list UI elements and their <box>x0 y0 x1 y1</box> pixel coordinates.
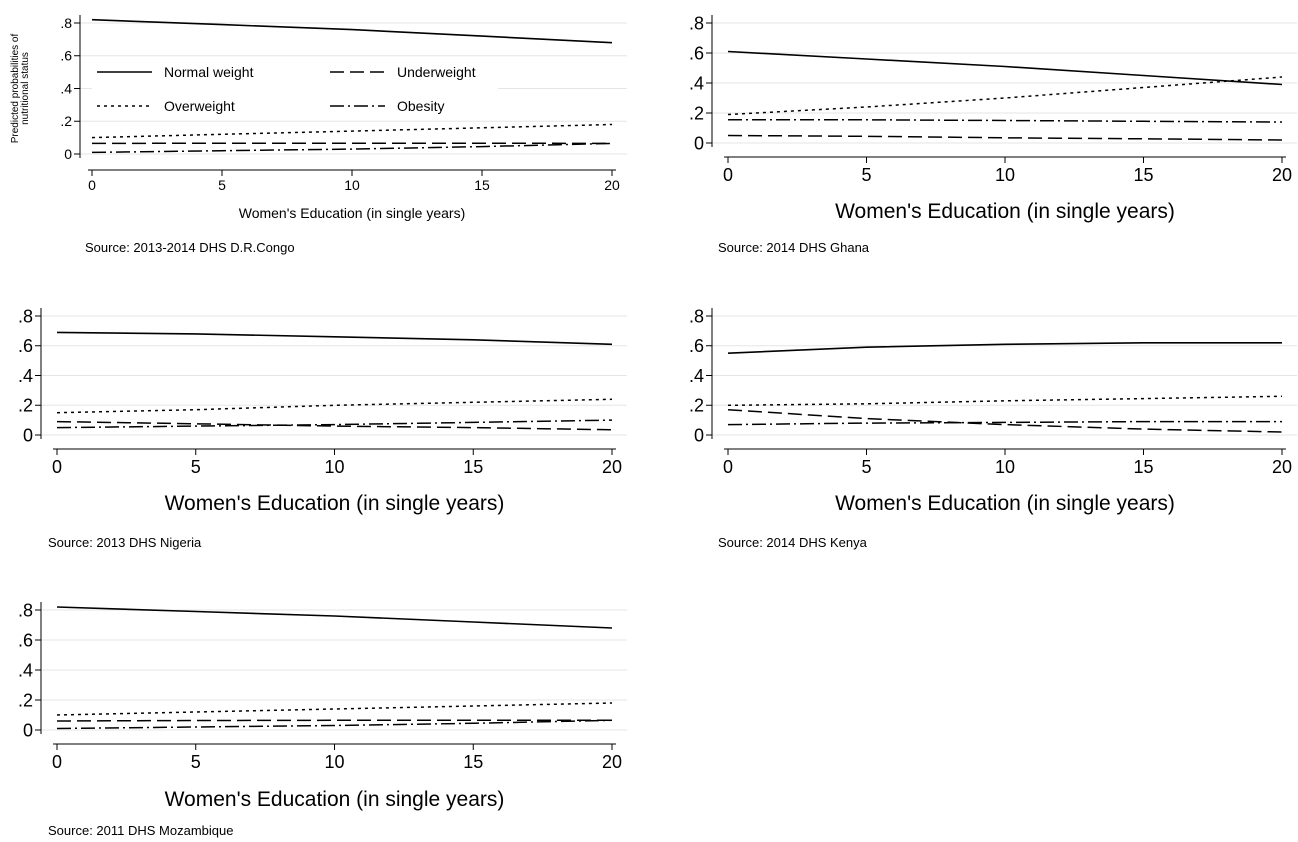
source-note: Source: 2013 DHS Nigeria <box>48 535 202 550</box>
x-tick-label: 0 <box>52 457 62 477</box>
series-line-normal-weight <box>727 341 1282 354</box>
source-note: Source: 2014 DHS Kenya <box>718 535 868 550</box>
y-tick-label: .2 <box>60 113 72 129</box>
y-tick-label: .8 <box>60 15 72 31</box>
chart-panel-3: 0 .2 .4 .6 .8 0 5 10 15 20 Women's Education (in s… <box>18 306 627 550</box>
y-tick-label: .4 <box>60 80 72 96</box>
series-line-overweight <box>56 398 613 414</box>
x-tick-label: 10 <box>324 752 344 772</box>
source-note: Source: 2011 DHS Mozambique <box>48 823 233 838</box>
series-line-overweight <box>727 76 1283 116</box>
y-tick-label: .4 <box>18 366 33 386</box>
y-tick-label: .6 <box>689 336 704 356</box>
legend-label: Obesity <box>397 98 444 114</box>
series-line-obesity <box>91 142 613 154</box>
series-line-overweight <box>56 702 613 716</box>
series-line-normal-weight <box>56 606 613 629</box>
y-tick-label: .8 <box>18 600 33 620</box>
x-tick-label: 20 <box>602 752 622 772</box>
x-tick-label: 5 <box>218 177 226 193</box>
y-tick-label: .6 <box>689 43 704 63</box>
x-axis-title: Women's Education (in single years) <box>835 492 1175 515</box>
y-tick-label: 0 <box>694 133 704 153</box>
series-line-overweight <box>91 123 613 139</box>
x-tick-label: 15 <box>463 457 483 477</box>
x-tick-label: 20 <box>1272 457 1292 477</box>
series-line-underweight <box>56 420 613 431</box>
x-tick-label: 15 <box>463 752 483 772</box>
x-tick-label: 15 <box>474 177 490 193</box>
series-line-obesity <box>56 419 613 429</box>
x-tick-label: 5 <box>861 457 871 477</box>
x-tick-label: 0 <box>52 752 62 772</box>
y-tick-label: .8 <box>18 306 33 326</box>
y-axis-title-line-2: nutritional status <box>20 52 31 125</box>
series-line-underweight <box>56 719 612 722</box>
x-tick-label: 20 <box>1272 165 1292 185</box>
x-tick-label: 0 <box>723 457 733 477</box>
y-tick-label: 0 <box>23 720 33 740</box>
source-note: Source: 2014 DHS Ghana <box>718 240 870 255</box>
source-note: Source: 2013-2014 DHS D.R.Congo <box>85 240 295 255</box>
y-tick-label: 0 <box>64 146 72 162</box>
y-axis-title-line-1: Predicted probabilities of <box>10 34 21 144</box>
x-tick-label: 10 <box>344 177 360 193</box>
y-tick-label: .6 <box>18 336 33 356</box>
y-tick-label: .4 <box>689 73 704 93</box>
x-tick-label: 0 <box>723 165 733 185</box>
x-axis-title: Women's Education (in single years) <box>239 205 466 221</box>
y-axis-title: Predicted probabilities ofnutritional st… <box>10 34 31 144</box>
series-line-obesity <box>728 119 1283 123</box>
x-axis-title: Women's Education (in single years) <box>165 492 505 515</box>
x-tick-label: 5 <box>191 752 201 772</box>
chart-panel-1: 0 .2 .4 .6 .8 0 5 10 15 20 Women's Education (in s… <box>10 15 627 255</box>
legend-box <box>92 57 498 120</box>
x-tick-label: 15 <box>1133 165 1153 185</box>
y-tick-label: .6 <box>18 630 33 650</box>
y-tick-label: .8 <box>689 13 704 33</box>
series-line-normal-weight <box>91 18 613 44</box>
chart-panel-5: 0 .2 .4 .6 .8 0 5 10 15 20 Women's Education (in s… <box>18 600 627 838</box>
series-line-normal-weight <box>727 50 1283 86</box>
y-tick-label: .2 <box>18 396 33 416</box>
series-line-obesity <box>56 719 613 730</box>
legend-label: Underweight <box>397 64 476 80</box>
chart-panel-4: 0 .2 .4 .6 .8 0 5 10 15 20 Women's Education (in s… <box>689 306 1297 550</box>
legend-label: Overweight <box>164 98 235 114</box>
y-tick-label: .2 <box>689 103 704 123</box>
series-line-obesity <box>727 420 1282 426</box>
y-tick-label: .2 <box>689 396 704 416</box>
y-tick-label: .4 <box>689 366 704 386</box>
x-axis-title: Women's Education (in single years) <box>835 200 1175 223</box>
legend-label: Normal weight <box>164 64 254 80</box>
x-tick-label: 5 <box>191 457 201 477</box>
y-tick-label: 0 <box>23 425 33 445</box>
x-tick-label: 10 <box>995 457 1015 477</box>
series-line-underweight <box>727 134 1283 141</box>
x-tick-label: 10 <box>995 165 1015 185</box>
y-tick-label: 0 <box>694 425 704 445</box>
legend: Normal weight Underweight Overweight Obesit… <box>92 57 498 120</box>
x-tick-label: 10 <box>324 457 344 477</box>
y-tick-label: .4 <box>18 660 33 680</box>
y-tick-label: .6 <box>60 48 72 64</box>
series-line-underweight <box>727 408 1283 433</box>
series-line-overweight <box>727 395 1283 407</box>
x-tick-label: 15 <box>1133 457 1153 477</box>
x-tick-label: 5 <box>861 165 871 185</box>
x-tick-label: 20 <box>604 177 620 193</box>
chart-panel-2: 0 .2 .4 .6 .8 0 5 10 15 20 Women's Education (in s… <box>689 13 1297 255</box>
series-line-normal-weight <box>56 331 613 346</box>
y-tick-label: .8 <box>689 306 704 326</box>
x-tick-label: 20 <box>602 457 622 477</box>
y-tick-label: .2 <box>18 690 33 710</box>
x-tick-label: 0 <box>88 177 96 193</box>
x-axis-title: Women's Education (in single years) <box>165 788 505 811</box>
